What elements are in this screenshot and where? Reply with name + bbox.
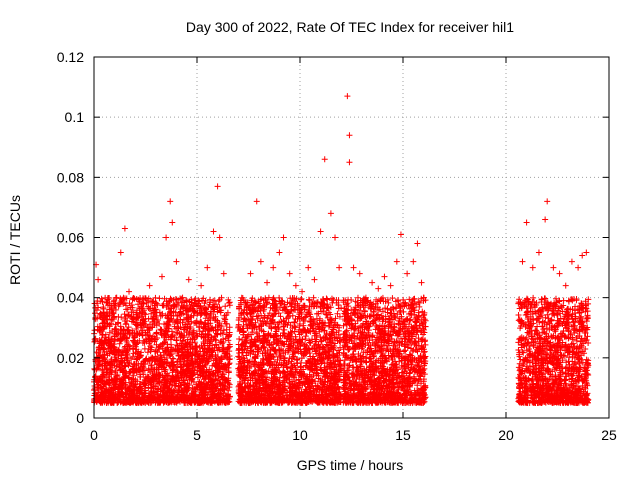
scatter-points [91,93,592,406]
data-point [302,333,309,340]
data-point [235,353,242,360]
data-point [148,310,155,317]
data-point [139,339,146,346]
data-point [130,295,137,302]
data-point [291,319,298,326]
data-point [210,357,217,364]
data-point [281,326,288,333]
data-point [214,347,221,354]
data-point [236,336,243,343]
data-point [210,297,217,304]
data-point [167,309,174,316]
chart-title: Day 300 of 2022, Rate Of TEC Index for r… [186,19,514,35]
data-point [215,298,222,305]
data-point [222,303,229,310]
data-point [133,325,140,332]
data-point [297,363,304,370]
data-point [91,327,98,334]
data-point [98,295,105,302]
